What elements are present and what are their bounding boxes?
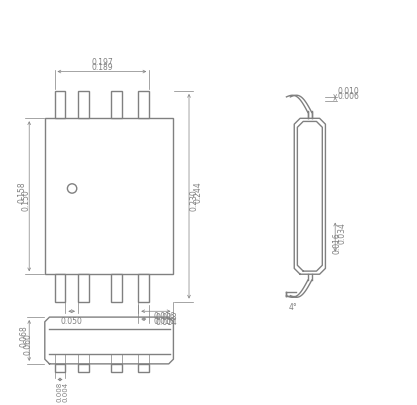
- Text: 0.068: 0.068: [19, 326, 28, 347]
- Text: 0.230: 0.230: [190, 189, 199, 211]
- Text: 0.010: 0.010: [337, 87, 359, 96]
- Bar: [111, 364, 122, 372]
- Text: 0.016: 0.016: [153, 312, 175, 321]
- Text: 0.010: 0.010: [153, 317, 175, 326]
- Text: 0.150: 0.150: [22, 189, 31, 211]
- Text: 0.197: 0.197: [91, 58, 113, 67]
- Bar: [138, 274, 149, 301]
- Text: 0.014: 0.014: [156, 318, 178, 327]
- Bar: [111, 91, 122, 118]
- Text: 0.008: 0.008: [57, 382, 63, 402]
- Bar: [78, 364, 89, 372]
- Text: 0.006: 0.006: [337, 92, 359, 101]
- Bar: [55, 364, 65, 372]
- Text: 0.034: 0.034: [337, 222, 346, 244]
- Bar: [138, 91, 149, 118]
- Bar: [45, 118, 173, 274]
- Text: 0.004: 0.004: [63, 382, 69, 401]
- Text: 0.189: 0.189: [91, 63, 113, 72]
- Text: 0.060: 0.060: [24, 333, 33, 355]
- Text: 0.050: 0.050: [61, 317, 83, 326]
- Text: 0.244: 0.244: [193, 181, 203, 203]
- Text: 0.018: 0.018: [156, 313, 178, 322]
- Text: 4°: 4°: [289, 303, 297, 313]
- Bar: [111, 274, 122, 301]
- Text: 0.158: 0.158: [17, 181, 26, 203]
- Bar: [78, 91, 89, 118]
- Bar: [78, 274, 89, 301]
- Bar: [55, 91, 65, 118]
- Text: 0.016: 0.016: [332, 232, 342, 254]
- Bar: [55, 274, 65, 301]
- Bar: [138, 364, 149, 372]
